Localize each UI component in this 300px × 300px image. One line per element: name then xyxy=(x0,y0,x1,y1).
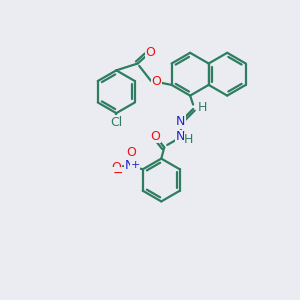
Text: −: − xyxy=(112,167,123,180)
Text: N: N xyxy=(176,115,185,128)
Text: O: O xyxy=(150,130,160,142)
Text: O: O xyxy=(127,146,136,159)
Text: H: H xyxy=(184,134,194,146)
Text: O: O xyxy=(145,46,155,59)
Text: O: O xyxy=(151,75,161,88)
Text: N: N xyxy=(125,159,134,172)
Text: Cl: Cl xyxy=(110,116,122,129)
Text: O: O xyxy=(111,161,121,174)
Text: N: N xyxy=(175,130,185,143)
Text: +: + xyxy=(130,160,140,170)
Text: H: H xyxy=(197,101,207,114)
